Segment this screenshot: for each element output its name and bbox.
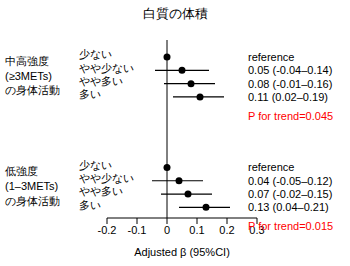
html-text:低強度: 低強度: [5, 164, 38, 177]
svg-text:0: 0: [164, 224, 170, 236]
html-text:やや多い: やや多い: [79, 185, 123, 198]
svg-text:0.1: 0.1: [189, 224, 204, 236]
html-text:(≥3METs): (≥3METs): [5, 69, 52, 82]
html-text:reference: reference: [248, 160, 295, 173]
html-text:0.11 (0.02–0.19): 0.11 (0.02–0.19): [248, 90, 328, 103]
svg-text:-0.1: -0.1: [128, 224, 147, 236]
html-text:P for trend=0.045: P for trend=0.045: [248, 109, 334, 122]
html-text:やや少ない: やや少ない: [79, 61, 134, 74]
html-text:多い: 多い: [79, 198, 101, 211]
html-text:0.08 (-0.01–0.16): 0.08 (-0.01–0.16): [248, 77, 333, 90]
html-text:多い: 多い: [79, 88, 101, 100]
html-text:白質の体積: 白質の体積: [142, 5, 208, 21]
svg-text:0.2: 0.2: [219, 224, 234, 236]
svg-text:Adjusted β (95%CI): Adjusted β (95%CI): [134, 246, 230, 258]
html-text:P for trend=0.015: P for trend=0.015: [248, 219, 334, 232]
html-text:0.13 (0.04–0.21): 0.13 (0.04–0.21): [248, 200, 329, 213]
html-text:やや多い: やや多い: [79, 74, 123, 87]
html-text:中高強度: 中高強度: [5, 54, 49, 67]
html-text:reference: reference: [248, 50, 295, 63]
html-text:0.05 (-0.04–0.14): 0.05 (-0.04–0.14): [248, 63, 333, 76]
html-text:少ない: 少ない: [79, 158, 112, 171]
html-text:0.07 (-0.02–0.15): 0.07 (-0.02–0.15): [248, 187, 333, 200]
html-text:0.04 (-0.05–0.12): 0.04 (-0.05–0.12): [248, 174, 333, 187]
html-text:(1–3METs): (1–3METs): [5, 179, 59, 192]
html-text:やや少ない: やや少ない: [79, 171, 134, 184]
html-text:の身体活動: の身体活動: [5, 194, 60, 207]
html-text:少ない: 少ない: [79, 48, 112, 61]
svg-text:-0.2: -0.2: [98, 224, 117, 236]
html-text:の身体活動: の身体活動: [5, 83, 60, 96]
